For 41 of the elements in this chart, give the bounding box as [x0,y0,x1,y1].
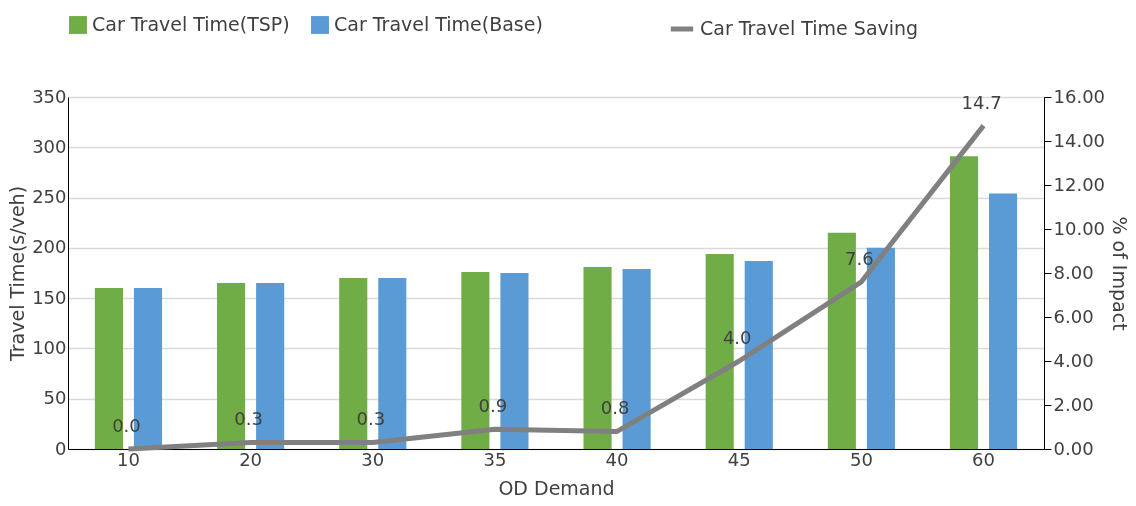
y-tick-label: 50 [43,387,67,409]
y2-axis-title: % of Impact [1109,216,1132,331]
y-tick-label: 250 [32,186,67,208]
y2-tick-label: 8.00 [1053,261,1094,283]
x-tick-label: 50 [849,448,873,470]
x-tick-label: 60 [972,448,995,470]
y-axis-title: Travel Time(s/veh) [6,185,29,363]
x-tick-label: 40 [605,448,629,470]
data-label: 7.6 [845,247,874,269]
x-tick-label: 45 [727,448,751,470]
data-label: 0.3 [356,408,386,430]
x-axis-title: OD Demand [498,476,615,499]
data-label: 14.7 [961,91,1002,113]
x-tick-label: 35 [483,448,507,470]
y-tick-label: 150 [32,286,67,308]
data-label: 0.0 [112,415,141,436]
data-label: 0.8 [600,397,630,419]
y2-tick-label: 16.00 [1053,85,1106,107]
bar [949,156,979,449]
data-label: 4.0 [722,327,752,348]
y2-tick-label: 0.00 [1053,437,1094,459]
y2-tick-label: 6.00 [1053,305,1094,327]
x-tick-label: 20 [239,448,263,470]
legend-label: Car Travel Time(Base) [334,13,543,35]
data-label: 0.3 [234,408,263,430]
y2-tick-label: 4.00 [1053,349,1094,371]
x-tick-label: 10 [117,448,140,470]
x-tick-label: 30 [361,448,385,470]
y-tick-label: 0 [55,437,67,459]
y-tick-label: 350 [32,85,67,107]
data-label: 0.9 [478,395,508,417]
y2-tick-label: 2.00 [1053,393,1094,415]
y-tick-label: 200 [32,236,67,258]
legend-label: Car Travel Time(TSP) [92,13,290,35]
bar [989,193,1018,449]
y2-tick-label: 10.00 [1053,217,1106,239]
y-tick-label: 100 [32,336,67,358]
y2-tick-label: 14.00 [1053,129,1106,151]
y2-tick-label: 12.00 [1053,173,1106,195]
legend-label: Car Travel Time Saving [700,17,919,39]
y-tick-label: 300 [32,135,67,157]
